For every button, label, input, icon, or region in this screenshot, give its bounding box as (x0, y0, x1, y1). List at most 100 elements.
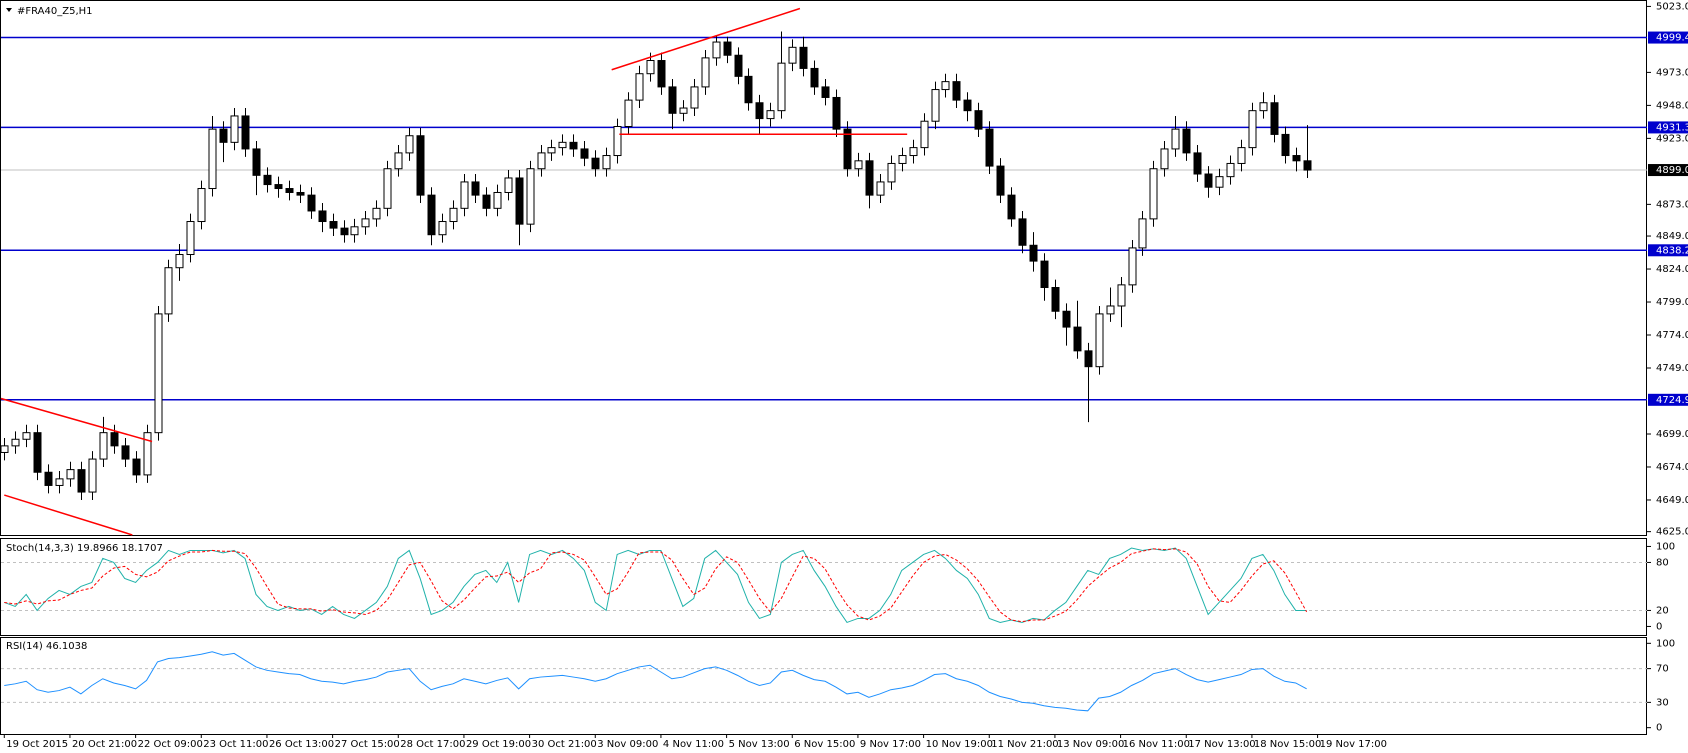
y-tick-label: 4849.0 (1656, 231, 1688, 242)
candle-body (602, 155, 611, 170)
candle-body (1040, 260, 1049, 289)
candle-body (723, 41, 732, 56)
x-tick-label: 22 Oct 09:00 (138, 739, 203, 750)
x-tick-label: 3 Nov 09:00 (597, 739, 658, 750)
candle-body (66, 469, 75, 480)
candle-body (383, 168, 392, 209)
candle-body (766, 110, 775, 120)
candle-body (33, 432, 42, 473)
candle-body (0, 445, 9, 453)
candle-body (121, 445, 130, 460)
candle-body (821, 86, 830, 98)
trendline (4, 494, 133, 536)
candle-body (1029, 244, 1038, 262)
candle-body (909, 147, 918, 157)
level-label-box (1648, 121, 1688, 134)
y-tick-label: 0 (1656, 723, 1662, 734)
candle-body (799, 46, 808, 69)
candle-body (996, 165, 1005, 196)
candle-body (985, 128, 994, 167)
candle-body (1084, 350, 1093, 368)
y-tick-label: 70 (1656, 664, 1669, 675)
level-label: 4999.4 (1656, 33, 1688, 44)
candle-body (55, 478, 64, 486)
candle-body (219, 128, 228, 143)
candle-body (460, 181, 469, 209)
x-tick-label: 20 Oct 21:00 (72, 739, 137, 750)
x-tick-label: 4 Nov 11:00 (663, 739, 724, 750)
x-tick-label: 5 Nov 13:00 (729, 739, 790, 750)
x-tick-label: 10 Nov 19:00 (926, 739, 993, 750)
candle-body (110, 432, 119, 447)
candle-body (241, 115, 250, 150)
candle-body (547, 147, 556, 154)
candle-body (1204, 173, 1213, 188)
x-tick-label: 19 Oct 2015 (6, 739, 68, 750)
candle-body (449, 207, 458, 223)
x-tick-label: 11 Nov 21:00 (991, 739, 1058, 750)
level-label: 4724.9 (1656, 395, 1688, 406)
candle-body (11, 438, 20, 447)
candle-body (175, 254, 184, 269)
candle-body (1292, 155, 1301, 162)
candle-body (438, 221, 447, 236)
candle-body (1215, 176, 1224, 188)
candle-body (197, 188, 206, 223)
candle-body (701, 57, 710, 88)
x-tick-label: 27 Oct 15:00 (335, 739, 400, 750)
x-tick-label: 6 Nov 15:00 (794, 739, 855, 750)
indicator-line (4, 548, 1308, 623)
candle-body (340, 227, 349, 236)
candle-body (569, 141, 578, 150)
candle-body (1270, 102, 1279, 135)
x-tick-label: 26 Oct 13:00 (269, 739, 334, 750)
candle-body (482, 194, 491, 209)
candle-body (624, 99, 633, 128)
candle-body (88, 458, 97, 493)
level-label-box (1648, 31, 1688, 44)
candle-body (252, 148, 261, 176)
candle-body (1226, 162, 1235, 178)
y-tick-label: 4749.0 (1656, 363, 1688, 374)
candle-body (613, 126, 622, 157)
candle-body (755, 102, 764, 120)
rsi-title: RSI(14) 46.1038 (6, 641, 87, 652)
candle-body (591, 157, 600, 170)
candle-body (876, 181, 885, 196)
candle-body (285, 188, 294, 193)
rsi-panel (0, 637, 1647, 735)
x-tick-label: 9 Nov 17:00 (860, 739, 921, 750)
candle-body (504, 177, 513, 193)
candle-body (788, 46, 797, 64)
candle-body (1073, 326, 1082, 352)
indicator-line (4, 651, 1307, 712)
candle-body (44, 471, 53, 486)
candle-body (1160, 148, 1169, 170)
y-tick-label: 4799.0 (1656, 297, 1688, 308)
x-tick-label: 23 Oct 11:00 (203, 739, 268, 750)
candle-body (416, 135, 425, 196)
candle-body (471, 181, 480, 196)
candle-body (558, 141, 567, 149)
candle-body (1095, 313, 1104, 368)
y-tick-label: 4649.0 (1656, 495, 1688, 506)
candle-body (887, 162, 896, 183)
candle-body (1303, 160, 1312, 171)
candle-body (77, 469, 86, 493)
candle-body (526, 168, 535, 225)
level-label: 4931.3 (1656, 122, 1688, 133)
y-tick-label: 80 (1656, 557, 1669, 568)
candle-body (1128, 247, 1137, 286)
candle-body (1007, 194, 1016, 220)
candle-body (427, 194, 436, 236)
candle-body (99, 432, 108, 460)
candle-body (1259, 102, 1268, 112)
current-price-label: 4899.0 (1656, 165, 1688, 176)
candle-body (1171, 128, 1180, 150)
candle-body (865, 160, 874, 196)
menu-arrow (6, 8, 12, 12)
candle-body (164, 267, 173, 315)
y-tick-label: 0 (1656, 621, 1662, 632)
